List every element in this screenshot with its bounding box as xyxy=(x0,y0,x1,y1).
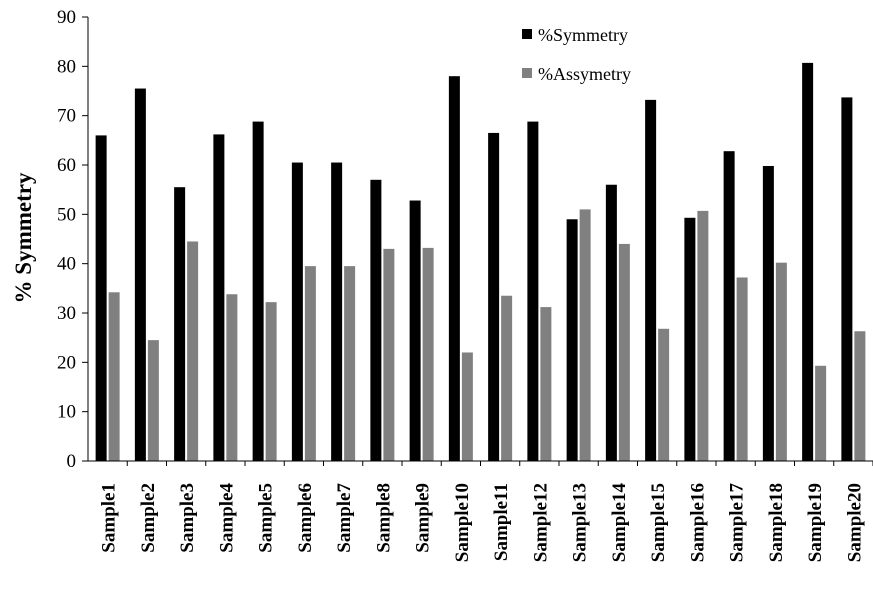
bar-symmetry-sample14 xyxy=(605,184,617,461)
bar-assymetry-sample7 xyxy=(344,266,356,461)
x-tick-label: Sample6 xyxy=(295,483,316,553)
y-tick-label: 60 xyxy=(57,155,76,176)
bar-symmetry-sample19 xyxy=(802,62,814,461)
y-axis-title: % Symmetry xyxy=(11,172,36,303)
x-tick-label: Sample7 xyxy=(334,483,355,553)
x-tick-label: Sample12 xyxy=(530,483,551,562)
legend-swatch-symmetry xyxy=(522,29,532,39)
x-tick-label: Sample9 xyxy=(413,483,434,553)
x-tick-label: Sample2 xyxy=(138,483,159,553)
bar-symmetry-sample2 xyxy=(134,88,146,462)
bar-symmetry-sample8 xyxy=(370,179,382,462)
x-tick-label: Sample18 xyxy=(766,483,787,562)
y-tick-label: 20 xyxy=(57,352,76,373)
x-tick-label: Sample8 xyxy=(373,483,394,553)
y-tick-label: 50 xyxy=(57,204,76,225)
bar-symmetry-sample18 xyxy=(762,165,774,461)
bar-assymetry-sample14 xyxy=(618,243,630,461)
bar-symmetry-sample6 xyxy=(291,162,303,462)
bar-symmetry-sample15 xyxy=(645,99,657,461)
bar-symmetry-sample13 xyxy=(566,219,578,461)
bar-symmetry-sample11 xyxy=(488,132,500,461)
bar-assymetry-sample16 xyxy=(697,210,709,461)
x-tick-label: Sample20 xyxy=(844,483,865,562)
bar-symmetry-sample1 xyxy=(95,135,107,461)
x-tick-label: Sample5 xyxy=(256,483,277,553)
bar-symmetry-sample3 xyxy=(174,187,186,461)
x-axis-labels: Sample1 Sample2 Sample3 Sample4 Sample5 Sampl… xyxy=(99,461,873,562)
y-tick-label: 40 xyxy=(57,254,76,275)
bar-assymetry-sample19 xyxy=(815,365,827,461)
bars xyxy=(95,62,866,462)
bar-assymetry-sample2 xyxy=(147,340,159,461)
x-tick-label: Sample10 xyxy=(452,483,473,562)
bar-assymetry-sample11 xyxy=(501,295,513,461)
y-tick-label: 30 xyxy=(57,303,76,324)
bar-assymetry-sample1 xyxy=(108,292,120,461)
bar-assymetry-sample5 xyxy=(265,302,277,461)
bar-assymetry-sample10 xyxy=(461,352,473,461)
bar-assymetry-sample6 xyxy=(304,266,316,461)
y-tick-label: 80 xyxy=(57,56,76,77)
x-tick-label: Sample16 xyxy=(687,483,708,562)
bar-symmetry-sample7 xyxy=(331,162,343,462)
bar-assymetry-sample15 xyxy=(658,328,670,461)
legend: %Symmetry %Assymetry xyxy=(522,25,631,84)
legend-label-symmetry: %Symmetry xyxy=(538,25,628,45)
y-tick-label: 0 xyxy=(67,451,77,472)
x-tick-label: Sample13 xyxy=(570,483,591,562)
y-tick-label: 10 xyxy=(57,402,76,423)
bar-assymetry-sample12 xyxy=(540,307,552,461)
legend-label-assymetry: %Assymetry xyxy=(538,64,631,84)
x-tick-label: Sample15 xyxy=(648,483,669,562)
bar-symmetry-sample12 xyxy=(527,121,539,461)
bar-assymetry-sample8 xyxy=(383,248,395,461)
bar-assymetry-sample20 xyxy=(854,331,866,461)
y-tick-label: 90 xyxy=(57,7,76,28)
x-tick-label: Sample1 xyxy=(99,483,120,553)
bar-symmetry-sample4 xyxy=(213,134,225,461)
x-tick-label: Sample17 xyxy=(727,483,748,563)
legend-swatch-assymetry xyxy=(522,68,532,78)
bar-symmetry-sample5 xyxy=(252,121,264,461)
bar-assymetry-sample3 xyxy=(187,241,199,461)
bar-symmetry-sample9 xyxy=(409,200,421,461)
bar-symmetry-sample17 xyxy=(723,151,735,462)
bar-assymetry-sample18 xyxy=(775,262,787,461)
bar-assymetry-sample4 xyxy=(226,294,238,461)
bar-symmetry-sample16 xyxy=(684,217,696,461)
bar-symmetry-sample10 xyxy=(448,76,460,461)
bar-assymetry-sample13 xyxy=(579,209,591,461)
bar-assymetry-sample17 xyxy=(736,277,748,461)
x-tick-label: Sample4 xyxy=(216,483,237,553)
bar-assymetry-sample9 xyxy=(422,247,434,461)
y-tick-label: 70 xyxy=(57,106,76,127)
bar-symmetry-sample20 xyxy=(841,97,853,461)
x-tick-label: Sample14 xyxy=(609,483,630,563)
y-axis-ticks: 0 10 20 30 40 50 60 70 80 90 xyxy=(57,7,88,472)
x-tick-label: Sample19 xyxy=(805,483,826,562)
x-tick-label: Sample3 xyxy=(177,483,198,553)
x-tick-label: Sample11 xyxy=(491,483,512,561)
